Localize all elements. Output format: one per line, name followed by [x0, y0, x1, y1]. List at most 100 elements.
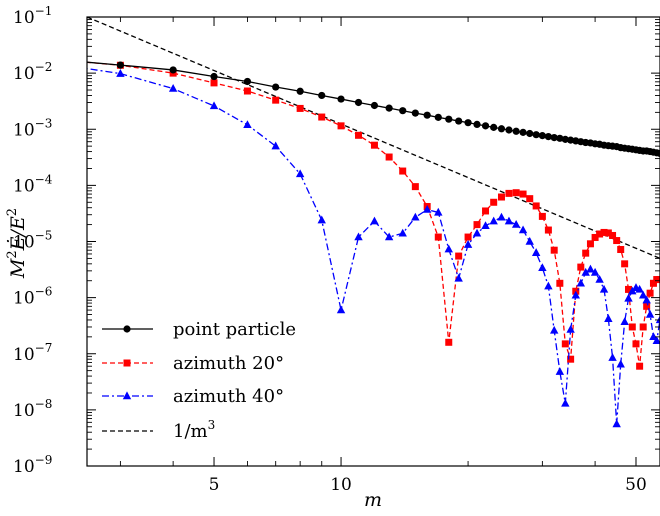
data-point	[567, 355, 575, 363]
data-point	[576, 278, 586, 287]
y-tick-label: 10−8	[13, 397, 52, 421]
data-point	[599, 284, 609, 293]
data-point	[550, 246, 558, 254]
data-point	[596, 230, 604, 238]
data-point	[317, 215, 326, 224]
data-point	[318, 113, 326, 121]
data-point	[505, 126, 513, 134]
chart-axis-labels: m M2Ė/E2	[5, 208, 382, 511]
data-point	[526, 129, 534, 138]
data-point	[649, 332, 658, 341]
data-point	[561, 135, 569, 143]
data-point	[624, 293, 633, 302]
data-point	[336, 305, 346, 314]
data-point	[635, 284, 644, 293]
data-point	[337, 95, 345, 103]
data-point	[617, 246, 625, 254]
legend-item: 1/m3	[102, 418, 215, 442]
data-point	[411, 183, 419, 191]
data-point	[616, 359, 625, 368]
data-point	[116, 61, 125, 69]
data-point	[604, 314, 613, 322]
data-point	[454, 273, 463, 282]
data-point	[272, 83, 280, 91]
data-point	[210, 72, 218, 81]
data-point	[518, 225, 528, 234]
data-point	[645, 309, 655, 318]
data-point	[544, 281, 553, 290]
y-tick-label: 10−6	[13, 285, 52, 309]
x-axis-label: m	[364, 489, 382, 511]
data-point	[577, 263, 585, 271]
data-point	[582, 249, 590, 257]
data-point	[544, 226, 552, 234]
x-tick-label: 50	[625, 475, 647, 495]
data-point	[532, 202, 540, 210]
data-point	[613, 237, 621, 245]
data-point	[370, 141, 378, 149]
y-tick-label: 10−2	[13, 60, 52, 84]
data-point	[561, 398, 570, 407]
legend-marker	[122, 391, 132, 400]
data-point	[473, 120, 481, 129]
data-point	[497, 193, 505, 201]
data-point	[595, 274, 604, 283]
data-point	[525, 236, 534, 245]
data-point	[243, 77, 252, 86]
data-point	[434, 233, 442, 241]
data-point	[497, 212, 506, 221]
y-tick-label: 10−7	[13, 341, 52, 365]
data-point	[566, 324, 575, 333]
data-point	[423, 111, 431, 119]
data-point	[210, 79, 218, 87]
data-point	[169, 66, 177, 74]
series-0	[87, 61, 660, 158]
data-point	[243, 120, 252, 129]
y-tick-label: 10−3	[13, 116, 52, 140]
y-axis-label: M2Ė/E2	[5, 208, 29, 279]
data-point	[243, 87, 251, 95]
chart-axes: 5 10 50 10−9 10−8 10−7 10−6 10−5 10−4 10−3 10−2 10−…	[13, 4, 660, 495]
series-1	[87, 61, 660, 370]
data-point	[116, 69, 125, 77]
data-point	[355, 131, 363, 139]
data-point	[612, 419, 621, 428]
x-tick-label: 5	[209, 475, 220, 495]
series-line	[87, 67, 660, 425]
data-point	[481, 122, 490, 130]
y-tick-label: 10−1	[13, 4, 52, 28]
chart-marks	[87, 17, 660, 428]
data-point	[489, 216, 498, 225]
data-point	[556, 279, 564, 287]
data-point	[608, 353, 617, 361]
y-tick-label: 10−4	[13, 172, 53, 196]
data-point	[445, 338, 453, 346]
data-point	[604, 229, 612, 237]
legend-item: azimuth 40°	[102, 386, 284, 407]
data-point	[544, 132, 552, 141]
data-point	[625, 285, 633, 293]
data-point	[638, 290, 648, 299]
legend-marker	[123, 359, 131, 367]
data-point	[586, 240, 594, 248]
data-point	[526, 195, 534, 203]
legend-item: point particle	[102, 319, 296, 340]
data-point	[655, 315, 660, 324]
data-point	[512, 127, 520, 135]
data-point	[422, 205, 432, 213]
data-point	[455, 117, 463, 125]
data-point	[296, 104, 304, 112]
x-tick-label: 10	[330, 475, 352, 495]
data-point	[463, 240, 473, 248]
data-point	[464, 119, 472, 127]
data-point	[399, 167, 407, 175]
y-tick-label: 10−5	[13, 229, 52, 253]
data-point	[532, 131, 540, 139]
data-point	[504, 216, 514, 225]
data-point	[271, 141, 280, 150]
data-point	[296, 87, 304, 95]
data-point	[591, 233, 599, 241]
data-point	[272, 96, 280, 104]
data-point	[519, 190, 527, 198]
